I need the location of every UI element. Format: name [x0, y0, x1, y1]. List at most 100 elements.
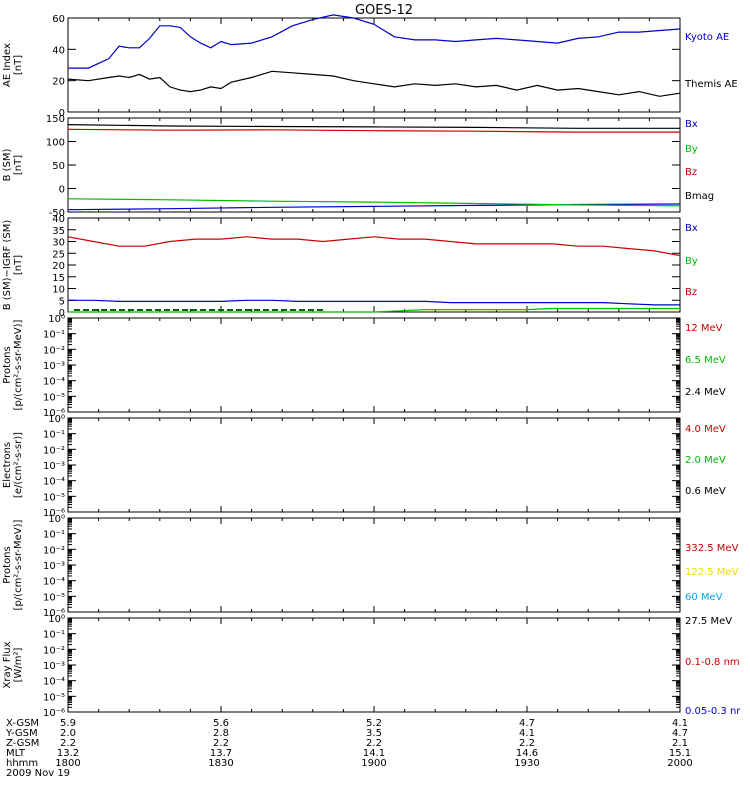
y-tick-label: 10⁻⁴: [43, 677, 65, 688]
series-line-bz: [67, 128, 680, 133]
series-line-bz: [67, 236, 681, 257]
legend-332-5-mev: 332.5 MeV: [685, 543, 739, 554]
series-line-bx: [68, 299, 680, 306]
y-tick-label: 10⁻⁶: [43, 708, 65, 719]
y-tick-label: 10⁻⁶: [43, 508, 65, 519]
legend-themis-ae: Themis AE: [684, 79, 738, 90]
ephemeris-value: 1930: [514, 758, 539, 769]
panel-5: 10⁰ 10⁻¹ 10⁻² 10⁻³ 10⁻⁴ 10⁻⁵ 10⁻⁶ Electrons [e/(…: [2, 414, 726, 519]
y-tick-label: 15: [52, 273, 65, 284]
y-tick-label: 60: [52, 14, 65, 25]
y-tick-label: 10⁰: [48, 314, 65, 325]
legend-bmag: Bmag: [685, 191, 714, 202]
ephemeris-row-y-gsm: Y-GSM 2.0 2.8 3.5 4.1 4.7: [5, 728, 688, 739]
legend-0-1-0-8-nm: 0.1-0.8 nm: [685, 657, 740, 668]
y-tick-label: 10⁻³: [43, 561, 65, 572]
legend-by: By: [685, 144, 698, 155]
ephemeris-value: 5.2: [366, 718, 382, 729]
ephemeris-value: 4.7: [519, 718, 535, 729]
panel-frame: [67, 417, 681, 513]
y-axis-label: [p/(cm²-s-sr-MeV)]: [13, 519, 24, 610]
y-tick-label: 10⁻³: [43, 361, 65, 372]
y-tick-label: 10⁻⁴: [43, 377, 65, 388]
y-axis-label: [nT]: [13, 255, 24, 275]
legend-122-5-mev: 122.5 MeV: [685, 567, 739, 578]
ephemeris-row-mlt: MLT 13.2 13.7 14.1 14.6 15.1: [6, 748, 691, 759]
y-tick-label: 150: [46, 114, 65, 125]
panel-1: 0 20 40 60 AE Index [nT] Kyoto AE Themis AE: [2, 14, 738, 119]
ephemeris-label: Z-GSM: [6, 738, 39, 749]
y-tick-label: 10: [52, 285, 65, 296]
y-tick-label: 10⁻³: [43, 461, 65, 472]
legend-bx: Bx: [685, 223, 698, 234]
ephemeris-value: 2.2: [60, 738, 76, 749]
ephemeris-value: 4.7: [672, 728, 688, 739]
y-tick-label: 10⁻⁵: [43, 692, 65, 703]
series-line-kyoto-ae: [68, 14, 681, 69]
legend-12-mev: 12 MeV: [685, 323, 723, 334]
panel-frame: [67, 517, 681, 613]
ephemeris-value: 5.9: [60, 718, 76, 729]
y-axis-label: [nT]: [13, 155, 24, 175]
legend-bx: Bx: [685, 119, 698, 130]
y-tick-label: 10⁻⁶: [43, 408, 65, 419]
y-axis-label: Xray Flux: [2, 641, 13, 688]
ephemeris-value: 1900: [361, 758, 386, 769]
ephemeris-value: 15.1: [669, 748, 691, 759]
y-axis-label: AE Index: [2, 43, 13, 87]
ephemeris-value: 1800: [55, 758, 80, 769]
ephemeris-value: 2.1: [672, 738, 688, 749]
y-tick-label: 10⁻¹: [43, 630, 65, 641]
y-tick-label: 5: [59, 296, 65, 307]
y-tick-label: 25: [52, 249, 65, 260]
ephemeris-value: 4.1: [519, 728, 535, 739]
ephemeris-value: 14.6: [516, 748, 538, 759]
series-line-by: [67, 198, 681, 207]
y-tick-label: 10⁻¹: [43, 530, 65, 541]
y-tick-label: 20: [52, 77, 65, 88]
panel-7: 10⁰ 10⁻¹ 10⁻² 10⁻³ 10⁻⁴ 10⁻⁵ 10⁻⁶ Xray Flux [W/m…: [2, 614, 741, 719]
y-axis-label: Electrons: [2, 442, 13, 488]
ephemeris-value: 1830: [208, 758, 233, 769]
y-tick-label: 10⁻¹: [43, 430, 65, 441]
ephemeris-label: Y-GSM: [5, 728, 38, 739]
ephemeris-value: 2000: [667, 758, 692, 769]
ephemeris-row-x-gsm: X-GSM 5.9 5.6 5.2 4.7 4.1: [6, 718, 688, 729]
ephemeris-date: 2009 Nov 19: [6, 768, 70, 779]
legend-0-05-0-3-nr: 0.05-0.3 nr: [685, 706, 741, 717]
y-tick-label: 10⁻⁵: [43, 492, 65, 503]
legend-kyoto-ae: Kyoto AE: [685, 32, 729, 43]
ephemeris-value: 14.1: [363, 748, 385, 759]
ephemeris-value: 2.8: [213, 728, 229, 739]
y-tick-label: 10⁻²: [43, 545, 65, 556]
ephemeris-value: 3.5: [366, 728, 382, 739]
series-line-by: [68, 307, 680, 313]
panel-frame: [67, 217, 681, 313]
ephemeris-value: 13.7: [210, 748, 232, 759]
y-tick-label: 10⁻⁴: [43, 477, 65, 488]
ephemeris-value: 2.0: [60, 728, 76, 739]
y-axis-label: [nT]: [13, 55, 24, 75]
panel-4: 10⁰ 10⁻¹ 10⁻² 10⁻³ 10⁻⁴ 10⁻⁵ 10⁻⁶ Protons [p/(cm…: [2, 314, 726, 419]
y-tick-label: 10⁻⁵: [43, 592, 65, 603]
y-tick-label: 10⁻¹: [43, 330, 65, 341]
y-axis-label: [W/m²]: [13, 647, 24, 682]
legend-bz: Bz: [685, 167, 697, 178]
y-axis-label: B (SM)−IGRF (SM): [2, 220, 13, 311]
y-tick-label: 10⁻⁴: [43, 577, 65, 588]
panel-6: 10⁰ 10⁻¹ 10⁻² 10⁻³ 10⁻⁴ 10⁻⁵ 10⁻⁶ Protons [p/(cm…: [2, 514, 739, 627]
y-tick-label: 40: [52, 45, 65, 56]
legend-by: By: [685, 256, 698, 267]
legend-27-5-mev: 27.5 MeV: [685, 616, 732, 627]
ephemeris-row-hhmm: hhmm 1800 1830 1900 1930 2000: [6, 758, 693, 769]
y-tick-label: 10⁻²: [43, 445, 65, 456]
y-tick-label: 10⁰: [48, 614, 65, 625]
ephemeris-row-z-gsm: Z-GSM 2.2 2.2 2.2 2.2 2.1: [6, 738, 688, 749]
y-tick-label: 10⁻⁶: [43, 608, 65, 619]
legend-60-mev: 60 MeV: [685, 592, 723, 603]
y-axis-label: [p/(cm²-s-sr-MeV)]: [13, 319, 24, 410]
legend-2-4-mev: 2.4 MeV: [685, 387, 726, 398]
y-tick-label: -50: [49, 208, 65, 219]
